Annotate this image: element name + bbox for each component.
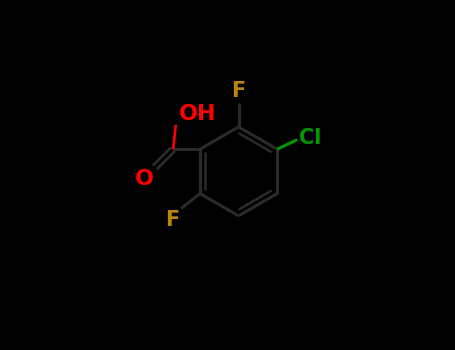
- Text: O: O: [134, 169, 153, 189]
- Text: OH: OH: [178, 104, 216, 124]
- Text: F: F: [232, 81, 246, 101]
- Text: Cl: Cl: [298, 128, 321, 148]
- Text: F: F: [166, 210, 180, 230]
